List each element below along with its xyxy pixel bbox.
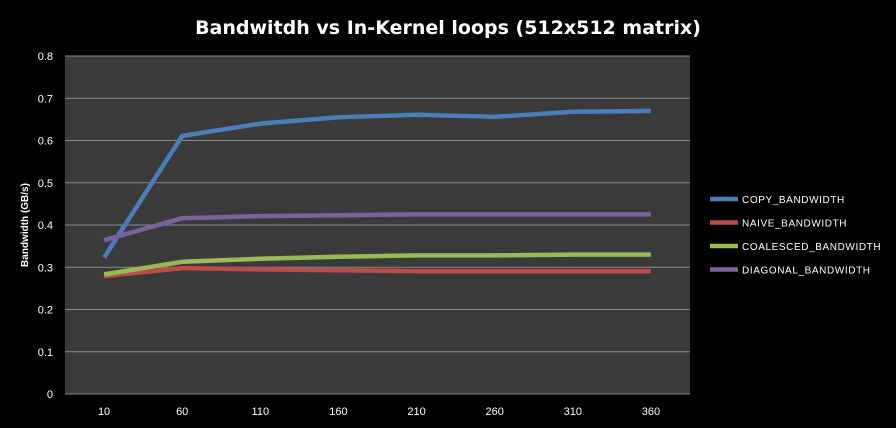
y-tick-label: 0.1 — [38, 347, 53, 359]
series-line-coalesced-bandwidth — [103, 252, 651, 277]
x-tick-label: 60 — [176, 406, 188, 418]
x-tick-label: 360 — [642, 406, 660, 418]
series-line-copy-bandwidth — [102, 108, 651, 259]
series-line-naive-bandwidth — [103, 265, 651, 279]
x-tick-label: 110 — [252, 406, 270, 418]
y-tick-label: 0.8 — [38, 51, 53, 63]
x-tick-label: 210 — [407, 406, 425, 418]
legend-label: COPY_BANDWIDTH — [742, 195, 845, 206]
y-tick-label: 0.3 — [38, 262, 53, 274]
series-line-diagonal-bandwidth — [103, 212, 651, 243]
x-tick-label: 10 — [98, 406, 110, 418]
series-lines — [102, 108, 651, 279]
y-tick-label: 0.7 — [38, 93, 53, 105]
legend-label: DIAGONAL_BANDWIDTH — [742, 266, 871, 277]
x-tick-label: 160 — [329, 406, 347, 418]
y-axis-label: Bandwidth (GB/s) — [20, 183, 31, 267]
legend-label: NAIVE_BANDWIDTH — [742, 219, 847, 230]
y-tick-label: 0.4 — [38, 220, 53, 232]
gridlines — [65, 55, 690, 395]
legend-label: COALESCED_BANDWIDTH — [742, 242, 881, 253]
x-axis-ticks: 10 60 110 160 210 260 310 360 — [98, 406, 660, 418]
chart-title: Bandwitdh vs In-Kernel loops (512x512 ma… — [195, 17, 701, 39]
legend: COPY_BANDWIDTH NAIVE_BANDWIDTH COALESCED_B… — [710, 195, 881, 277]
x-tick-label: 260 — [486, 406, 504, 418]
y-tick-label: 0.6 — [38, 136, 53, 148]
y-axis-ticks: 0 0.1 0.2 0.3 0.4 0.5 0.6 0.7 0.8 — [38, 51, 53, 401]
y-tick-label: 0.5 — [38, 178, 53, 190]
x-tick-label: 310 — [564, 406, 582, 418]
y-tick-label: 0.2 — [38, 305, 53, 317]
y-tick-label: 0 — [47, 389, 53, 401]
